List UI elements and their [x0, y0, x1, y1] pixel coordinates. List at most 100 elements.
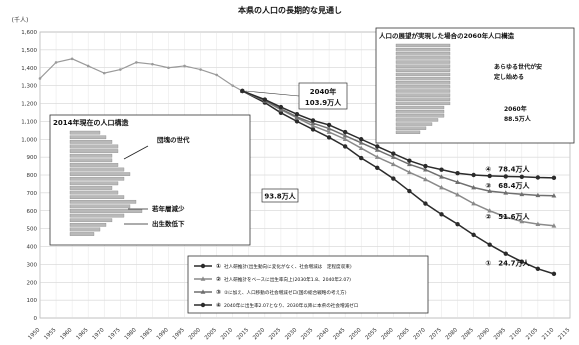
callout-box-2040 — [298, 82, 348, 110]
series-point-s1 — [551, 271, 557, 277]
series-point-s3 — [487, 188, 493, 193]
x-tick-label: 2005 — [204, 327, 218, 341]
x-tick-label: 1980 — [124, 327, 138, 341]
y-tick-label: 1,000 — [21, 137, 37, 143]
series-point-s2 — [310, 123, 316, 128]
series-point-s1 — [407, 188, 412, 194]
series-point-s4 — [551, 175, 557, 181]
end-label-e3: ③ 68.4万人 — [485, 181, 530, 190]
inset-2060-bar — [395, 97, 451, 101]
callouts: 2040年 103.9万人 93.8万人 — [245, 82, 348, 203]
x-tick-label: 2025 — [268, 327, 282, 341]
x-tick-label: 1990 — [156, 327, 170, 341]
x-tick-label: 2030 — [284, 327, 298, 341]
series-point-s3 — [358, 140, 364, 145]
x-tick-label: 2080 — [445, 327, 459, 341]
series-point-s4 — [375, 144, 380, 149]
series-point-s4 — [262, 97, 268, 102]
series-point-s3 — [342, 133, 348, 138]
historical-point — [183, 64, 186, 68]
series-point-s4 — [326, 122, 332, 128]
inset-2014-bar — [69, 209, 143, 213]
inset-2014-annot-1: 団塊の世代 — [157, 135, 190, 144]
x-tick-label: 2020 — [252, 327, 266, 341]
inset-2060-bar — [395, 81, 451, 85]
series-point-s3 — [551, 193, 557, 198]
x-tick-label: 2040 — [316, 327, 330, 341]
series-point-s1 — [423, 201, 428, 206]
inset-2014-bar — [69, 186, 113, 190]
series-point-s1 — [455, 221, 460, 227]
historical-point — [70, 57, 74, 61]
series-point-s1 — [471, 232, 476, 238]
historical-point — [215, 73, 218, 77]
series-point-s4 — [407, 158, 412, 163]
x-tick-label: 1970 — [92, 327, 106, 341]
inset-2014-bar — [69, 130, 101, 135]
series-point-s3 — [535, 192, 541, 198]
x-tick-label: 2035 — [300, 327, 314, 341]
inset-2014-bar — [69, 172, 131, 176]
callout-pointer — [245, 90, 300, 97]
series-point-s2 — [471, 201, 477, 206]
series-point-s1 — [375, 165, 380, 171]
x-tick-label: 1960 — [59, 327, 73, 341]
series-point-s2 — [519, 218, 525, 224]
series-point-s3 — [310, 120, 316, 125]
inset-2014-bar — [69, 181, 119, 186]
series-point-s2 — [535, 221, 541, 226]
legend-text: 社人研推計(出生動向に変化がなく、社会増減は 定程度収束) — [224, 263, 352, 270]
inset-2060-annot-4: 88.5万人 — [504, 115, 532, 123]
series-point-s4 — [310, 118, 316, 123]
end-labels: ④ 78.4万人 ③ 68.4万人 ② 51.6万人 ① 24.7万人 — [485, 165, 530, 268]
inset-2014-annot-2: 若年層減少 — [152, 204, 185, 213]
callout-2040-line2: 103.9万人 — [305, 98, 342, 107]
series-point-s1 — [439, 212, 444, 217]
inset-2014-bar — [69, 213, 125, 218]
series-point-s2 — [551, 223, 557, 228]
x-tick-label: 2090 — [477, 327, 491, 341]
x-tick-label: 2015 — [236, 327, 250, 341]
series-point-s2 — [358, 145, 364, 150]
inset-2060-annot-1: あらゆる世代が安 — [494, 63, 542, 71]
series-point-s2 — [439, 184, 444, 190]
series-point-s4 — [423, 163, 428, 169]
legend-frame — [187, 255, 429, 314]
inset-2060-bar — [395, 47, 451, 52]
inset-2014-bar — [69, 144, 119, 149]
series-lines — [38, 57, 557, 277]
legend-swatch-marker — [200, 289, 206, 294]
x-tick-label: 2110 — [541, 327, 555, 341]
series-point-s4 — [535, 175, 541, 180]
series-point-s2 — [487, 208, 493, 213]
x-tick-label: 2055 — [365, 327, 379, 341]
x-tick-label: 2085 — [461, 327, 475, 341]
y-tick-label: 400 — [27, 245, 38, 251]
inset-2060-annot-2: 定し始める — [493, 73, 524, 81]
end-label-e1: ① 24.7万人 — [485, 259, 530, 268]
x-tick-label: 2060 — [381, 327, 395, 341]
inset-2060-bar — [395, 118, 439, 122]
series-point-s1 — [487, 242, 492, 247]
y-tick-label: 800 — [27, 173, 38, 179]
chart-title: 本県の人口の長期的な見通し — [237, 5, 342, 15]
callout-box-938 — [261, 188, 299, 203]
series-point-s4 — [359, 137, 364, 142]
inset-2060-bar — [395, 101, 451, 106]
inset-2060-bar — [395, 126, 427, 130]
series-point-s1 — [326, 135, 332, 140]
y-tick-label: 600 — [27, 209, 38, 215]
historical-point — [119, 68, 122, 71]
series-point-s4 — [503, 174, 508, 179]
series-point-s4 — [294, 112, 300, 117]
inset-2014-bar — [69, 163, 119, 167]
inset-2014-bar — [69, 135, 107, 140]
y-tick-label: 900 — [27, 155, 38, 161]
series-point-s1 — [278, 110, 284, 115]
legend-swatch-marker — [200, 302, 206, 308]
inset-2060-bar — [395, 68, 451, 72]
series-line-s4 — [242, 90, 554, 179]
series-point-s3 — [455, 179, 460, 184]
series-point-s3 — [519, 191, 525, 197]
y-tick-label: 1,600 — [21, 30, 37, 36]
